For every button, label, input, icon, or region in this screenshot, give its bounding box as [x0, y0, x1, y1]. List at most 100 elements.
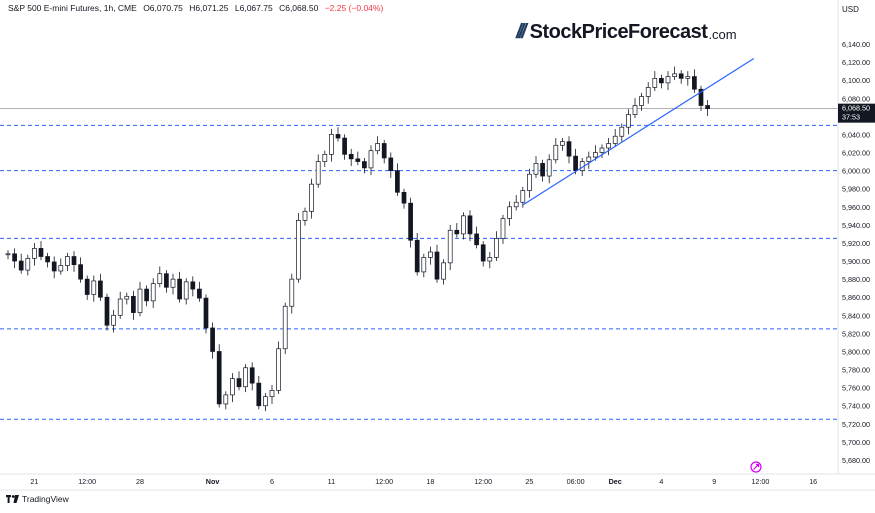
x-tick-label: 25	[525, 477, 533, 486]
candle-body	[269, 390, 275, 398]
high-value: H6,071.25	[189, 3, 229, 13]
candle-body	[381, 143, 387, 159]
y-tick-label: 6,120.00	[842, 58, 870, 67]
candle-body	[546, 159, 552, 177]
last-price-label: 6,068.50	[842, 104, 870, 113]
y-tick-label: 5,720.00	[842, 420, 870, 429]
candle-body	[5, 253, 11, 256]
y-tick-label: 5,900.00	[842, 257, 870, 266]
x-tick-label: Nov	[206, 477, 220, 486]
y-tick-label: 6,040.00	[842, 130, 870, 139]
candle-body	[183, 281, 189, 300]
y-tick-label: 5,800.00	[842, 347, 870, 356]
y-axis-currency: USD	[842, 5, 859, 14]
x-tick-label: 06:00	[567, 477, 585, 486]
candle-body	[12, 253, 17, 262]
candle-body	[197, 288, 202, 299]
candle-body	[190, 281, 196, 290]
candle-body	[414, 239, 420, 273]
candle-body	[678, 73, 684, 79]
candle-body	[428, 251, 433, 258]
candle-body	[659, 78, 664, 84]
low-value: L6,067.75	[234, 3, 273, 13]
candle-body	[441, 262, 446, 280]
candle-body	[111, 314, 116, 326]
candle-body	[329, 134, 334, 155]
chart-legend-header: S&P 500 E-mini Futures, 1h, CME O6,070.7…	[8, 3, 387, 13]
candle-body	[203, 297, 209, 329]
candle-body	[586, 156, 592, 162]
candle-body	[375, 143, 380, 152]
candle-body	[447, 229, 453, 264]
y-tick-label: 5,820.00	[842, 329, 870, 338]
x-tick-label: 16	[809, 477, 817, 486]
candle-body	[388, 157, 394, 171]
candle-body	[137, 288, 143, 313]
rising-trendline[interactable]	[522, 57, 755, 206]
candle-body	[51, 261, 57, 272]
candle-body	[553, 144, 559, 161]
candle-body	[652, 78, 658, 88]
candle-body	[32, 248, 37, 259]
candle-body	[309, 183, 314, 212]
stockpriceforecast-logo: /// StockPriceForecast .com	[516, 21, 737, 44]
candle-body	[18, 260, 24, 271]
x-tick-label: 28	[136, 477, 144, 486]
logo-domain: .com	[708, 27, 737, 42]
y-tick-label: 5,780.00	[842, 366, 870, 375]
x-tick-label: Dec	[609, 477, 622, 486]
candle-body	[665, 76, 671, 84]
candle-body	[157, 273, 163, 285]
x-tick-label: 12:00	[78, 477, 96, 486]
candle-body	[421, 257, 427, 273]
candle-body	[84, 278, 90, 295]
candle-body	[263, 396, 268, 407]
candle-body	[289, 278, 295, 307]
candle-body	[362, 161, 367, 169]
y-tick-label: 5,980.00	[842, 185, 870, 194]
y-tick-label: 5,740.00	[842, 402, 870, 411]
candle-body	[38, 248, 44, 257]
y-tick-label: 5,680.00	[842, 456, 870, 465]
candle-body	[672, 73, 677, 77]
candle-body	[632, 105, 638, 115]
candle-body	[117, 298, 123, 316]
candle-body	[144, 288, 149, 302]
candle-body	[533, 163, 539, 175]
candle-body	[276, 348, 281, 391]
candle-body	[467, 215, 473, 235]
candle-body	[282, 305, 288, 350]
tradingview-branding[interactable]: TradingView	[6, 494, 69, 504]
candle-body	[401, 191, 407, 204]
close-value: C6,068.50	[279, 3, 319, 13]
candle-body	[612, 135, 618, 144]
candle-body	[342, 137, 347, 155]
candle-body	[210, 327, 215, 352]
y-tick-label: 5,860.00	[842, 293, 870, 302]
y-tick-label: 5,700.00	[842, 438, 870, 447]
candle-body	[91, 280, 97, 295]
candle-body	[177, 278, 182, 300]
candle-body	[98, 280, 103, 298]
candle-body	[216, 351, 222, 405]
candle-body	[685, 76, 691, 79]
candle-body	[692, 76, 697, 90]
candle-body	[348, 153, 354, 160]
candle-body	[302, 210, 308, 221]
candle-body	[520, 190, 526, 203]
logo-name: StockPriceForecast	[529, 21, 708, 43]
last-price-tag	[838, 103, 875, 123]
candle-body	[315, 161, 321, 185]
tradingview-label: TradingView	[22, 494, 69, 504]
bar-countdown-label: 37:53	[842, 113, 860, 122]
candle-body	[434, 251, 440, 280]
y-tick-label: 5,940.00	[842, 221, 870, 230]
candle-body	[65, 256, 70, 266]
goto-realtime-icon[interactable]	[750, 461, 762, 473]
x-tick-label: 12:00	[474, 477, 492, 486]
candle-body	[540, 163, 545, 177]
candle-body	[480, 244, 486, 262]
open-value: O6,070.75	[143, 3, 183, 13]
candle-body	[513, 201, 519, 208]
candle-body	[230, 378, 235, 396]
